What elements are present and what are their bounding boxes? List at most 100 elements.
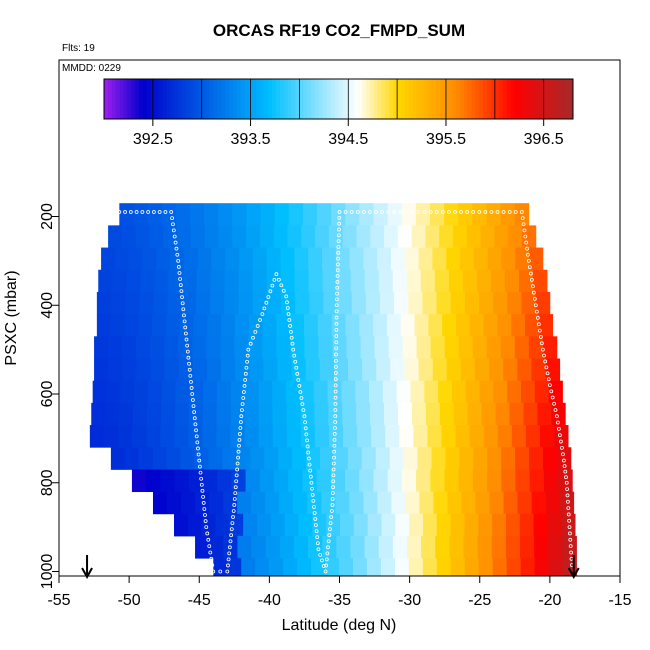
arrow-head-icon — [81, 567, 93, 580]
heatmap-cell — [335, 247, 350, 271]
flight-track-point — [566, 499, 570, 504]
heatmap-cell — [298, 513, 313, 537]
heatmap-cell — [478, 558, 494, 577]
flight-track-point — [554, 414, 559, 419]
flight-track-point — [331, 467, 336, 472]
flight-track-point — [398, 210, 403, 214]
flight-track-point — [326, 539, 331, 544]
flight-track-point — [465, 210, 470, 214]
flight-track-point — [333, 401, 338, 406]
flight-track-point — [292, 353, 297, 358]
colorbar-segment — [369, 79, 375, 119]
heatmap-cell — [425, 402, 441, 426]
heatmap-cell — [147, 380, 163, 404]
flight-track-point — [232, 503, 237, 507]
colorbar-segment — [197, 79, 203, 119]
flight-track-point — [178, 283, 183, 287]
flight-track-point — [248, 341, 253, 346]
heatmap-cell — [160, 469, 175, 493]
colorbar-segment — [389, 79, 394, 119]
heatmap-cell — [91, 402, 106, 426]
flight-track-point — [173, 240, 178, 245]
heatmap-cell — [495, 402, 510, 426]
heatmap-cell — [204, 203, 219, 226]
flight-track-point — [547, 383, 552, 388]
heatmap-cell — [160, 402, 176, 426]
colorbar-segment — [295, 79, 300, 119]
heatmap-cell — [525, 314, 540, 337]
colorbar-segment — [178, 79, 183, 119]
heatmap-cell — [356, 225, 371, 248]
heatmap-cell — [208, 447, 223, 470]
heatmap-cell — [133, 402, 148, 426]
heatmap-cell — [238, 291, 253, 315]
colorbar-segment — [494, 79, 500, 119]
heatmap-cell — [146, 425, 161, 448]
flight-track-point — [301, 408, 306, 413]
heatmap-cell — [375, 447, 391, 470]
flight-track-point — [568, 531, 572, 536]
colorbar-segment — [193, 79, 199, 119]
flight-track-point — [240, 402, 245, 406]
colorbar-segment — [530, 79, 535, 119]
heatmap-cell — [359, 469, 374, 493]
heatmap-cell — [529, 247, 544, 271]
heatmap-cell — [458, 336, 474, 359]
heatmap-cell — [274, 203, 290, 226]
heatmap-cell — [278, 447, 293, 470]
heatmap-cell — [251, 491, 266, 515]
flight-track-point — [336, 245, 341, 249]
colorbar-segment — [506, 79, 511, 119]
heatmap-cell — [182, 269, 197, 293]
heatmap-cell — [328, 402, 343, 426]
heatmap-cell — [237, 536, 252, 559]
colorbar-segment — [487, 79, 492, 119]
flight-track-point — [298, 390, 303, 394]
colorbar-segment — [256, 79, 261, 119]
flight-track-point — [333, 395, 338, 400]
flight-track-point — [230, 521, 235, 525]
heatmap-cell — [244, 402, 259, 426]
colorbar-segment — [225, 79, 230, 119]
heatmap-cell — [436, 513, 452, 537]
heatmap-cell — [353, 513, 369, 537]
heatmap-cell — [276, 314, 291, 337]
heatmap-cell — [350, 536, 365, 559]
flight-track-point — [553, 408, 558, 412]
heatmap-cell — [234, 336, 249, 359]
flight-track-point — [157, 210, 162, 214]
heatmap-cell — [492, 558, 508, 577]
heatmap-cell — [178, 336, 193, 359]
flight-track-point — [563, 469, 568, 474]
heatmap-cell — [441, 425, 456, 448]
heatmap-cell — [263, 358, 278, 382]
heatmap-cell — [355, 380, 370, 404]
heatmap-cell — [479, 380, 494, 404]
heatmap-cell — [547, 513, 562, 537]
flight-track-point — [404, 210, 409, 214]
flight-track-point — [337, 221, 342, 226]
heatmap-cell — [232, 203, 247, 226]
colorbar-segment — [569, 79, 574, 119]
latitude-markers — [81, 555, 580, 580]
heatmap-cell — [345, 314, 360, 337]
colorbar-segment — [518, 79, 523, 119]
heatmap-cell — [420, 269, 436, 293]
heatmap-cell — [439, 225, 454, 248]
heatmap-cell — [211, 247, 226, 271]
heatmap-cell — [150, 336, 165, 359]
flight-track-point — [527, 265, 532, 270]
heatmap-cell — [290, 314, 305, 337]
heatmap-cell — [227, 558, 242, 577]
heatmap-cell — [500, 203, 516, 226]
heatmap-cell — [308, 536, 323, 559]
heatmap-cell — [459, 447, 474, 470]
flight-track-point — [329, 515, 334, 519]
heatmap-cell — [517, 358, 532, 382]
heatmap-cell — [432, 247, 447, 271]
flight-track-point — [281, 288, 286, 293]
colorbar-segment — [307, 79, 312, 119]
flight-track-point — [334, 315, 339, 320]
heatmap-cell — [175, 203, 191, 226]
flight-track-point — [196, 446, 200, 451]
